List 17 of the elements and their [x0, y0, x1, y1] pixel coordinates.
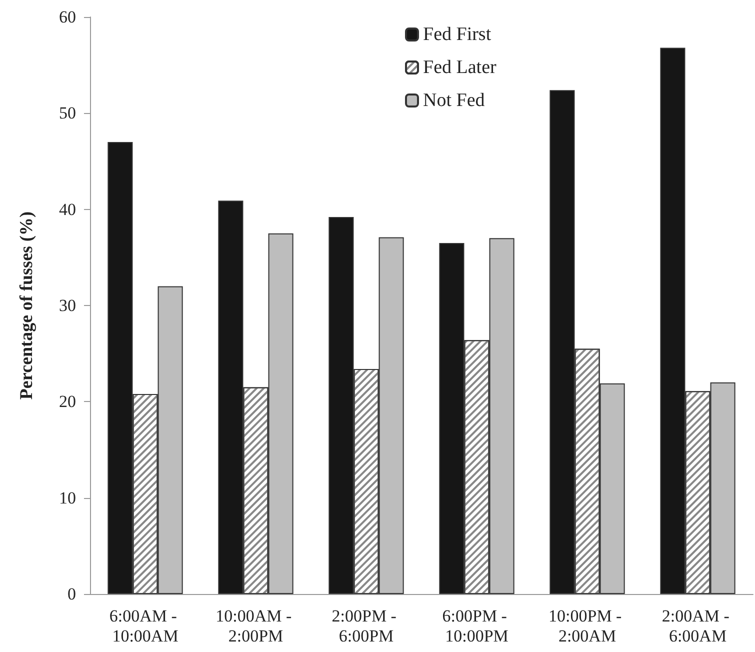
x-tick-label: 6:00PM - 10:00PM	[442, 606, 512, 646]
legend-label: Not Fed	[423, 90, 486, 111]
legend-label: Fed Later	[423, 57, 497, 78]
x-tick-label: 2:00PM - 6:00PM	[332, 606, 401, 646]
y-axis-title: Percentage of fusses (%)	[16, 211, 36, 400]
y-tick-label: 40	[59, 200, 76, 219]
x-tick-label: 10:00AM - 2:00PM	[216, 606, 296, 646]
legend-label: Fed First	[423, 24, 492, 45]
y-tick-label: 50	[59, 104, 76, 123]
y-tick-label: 30	[59, 296, 76, 315]
x-tick-label: 6:00AM - 10:00AM	[109, 606, 182, 646]
y-tick-label: 60	[59, 8, 76, 26]
y-tick-label: 0	[68, 584, 76, 604]
y-tick-label: 10	[59, 488, 76, 508]
x-tick-label: 2:00AM - 6:00AM	[662, 606, 734, 646]
y-tick-label: 20	[59, 392, 76, 412]
x-tick-label: 10:00PM - 2:00AM	[548, 606, 626, 646]
